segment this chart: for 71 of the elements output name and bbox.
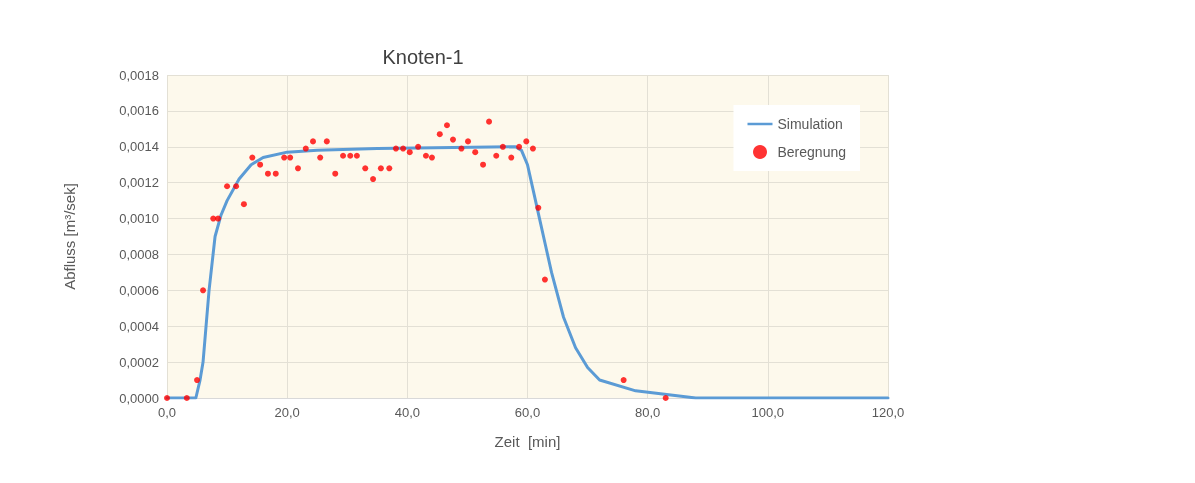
point xyxy=(215,215,222,222)
point xyxy=(392,145,399,152)
point xyxy=(480,161,487,168)
point xyxy=(233,183,240,190)
point xyxy=(529,145,536,152)
point xyxy=(541,276,548,283)
legend-label: Beregnung xyxy=(777,144,847,160)
y-tick-label: 0,0012 xyxy=(119,175,159,191)
y-tick-label: 0,0018 xyxy=(119,67,159,83)
point xyxy=(493,152,500,159)
y-tick-label: 0,0008 xyxy=(119,246,159,262)
point xyxy=(443,122,450,129)
x-tick-label: 60,0 xyxy=(514,405,541,420)
point xyxy=(310,138,316,145)
point xyxy=(465,138,472,145)
point xyxy=(240,201,247,208)
point xyxy=(272,170,279,177)
point xyxy=(281,154,288,161)
x-tick-label: 0,0 xyxy=(157,405,177,420)
point xyxy=(362,165,369,172)
point xyxy=(499,143,506,150)
point xyxy=(486,118,493,125)
point xyxy=(200,287,207,294)
y-tick-label: 0,0016 xyxy=(119,103,159,119)
point xyxy=(415,143,422,150)
point xyxy=(257,161,264,168)
point xyxy=(406,149,413,156)
point xyxy=(164,395,170,401)
y-tick-label: 0,0010 xyxy=(119,211,159,227)
point xyxy=(224,183,231,190)
point xyxy=(317,154,324,161)
point xyxy=(620,377,627,384)
y-tick-label: 0,0006 xyxy=(119,282,159,298)
point xyxy=(428,154,435,161)
chart-title: Knoten-1 xyxy=(382,46,464,68)
point xyxy=(386,165,393,172)
y-axis-title: Abfluss [m³/sek] xyxy=(61,183,78,290)
point xyxy=(294,165,301,172)
point xyxy=(347,152,354,159)
point xyxy=(535,204,542,211)
x-tick-label: 120,0 xyxy=(871,405,905,420)
point xyxy=(332,170,339,177)
point xyxy=(400,145,407,152)
x-tick-label: 40,0 xyxy=(394,405,420,420)
point xyxy=(436,131,443,138)
point xyxy=(422,152,429,159)
x-tick-label: 100,0 xyxy=(751,405,785,420)
legend-label: Simulation xyxy=(777,116,843,132)
x-axis-title: Zeit [min] xyxy=(494,433,561,450)
point xyxy=(353,152,360,159)
point xyxy=(370,176,377,183)
x-tick-label: 20,0 xyxy=(274,405,300,420)
x-tick-label: 80,0 xyxy=(635,405,661,420)
point xyxy=(472,149,479,156)
y-tick-label: 0,0014 xyxy=(119,139,159,155)
point xyxy=(302,145,309,152)
y-tick-label: 0,0000 xyxy=(119,390,159,406)
point xyxy=(264,170,271,177)
point xyxy=(323,138,330,145)
point xyxy=(377,165,384,172)
point xyxy=(516,143,523,150)
point xyxy=(523,138,530,145)
point xyxy=(194,377,201,384)
point xyxy=(183,395,190,401)
y-tick-label: 0,0002 xyxy=(119,354,159,370)
point xyxy=(450,136,456,143)
y-tick-label: 0,0004 xyxy=(119,318,159,334)
point xyxy=(340,152,347,159)
point xyxy=(458,145,465,152)
point xyxy=(287,154,294,161)
point xyxy=(662,395,669,401)
